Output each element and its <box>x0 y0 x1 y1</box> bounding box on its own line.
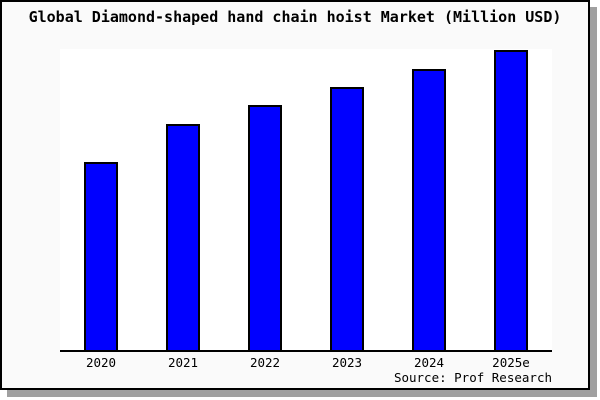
bar-2025e <box>494 50 528 350</box>
bar-2024 <box>412 68 446 350</box>
bar-slot <box>388 68 470 350</box>
chart-title: Global Diamond-shaped hand chain hoist M… <box>28 8 562 26</box>
bar-slot <box>470 50 552 350</box>
x-tick-label: 2020 <box>85 355 117 370</box>
bar-slot <box>224 104 306 350</box>
bar-slot <box>142 124 224 350</box>
x-axis-labels: 2020 2021 2022 2023 2024 2025e <box>60 355 552 370</box>
chart-frame: Global Diamond-shaped hand chain hoist M… <box>0 0 590 390</box>
x-tick-label: 2024 <box>413 355 445 370</box>
x-tick-label: 2022 <box>249 355 281 370</box>
bar-2023 <box>330 86 364 350</box>
source-credit: Source: Prof Research <box>393 370 552 385</box>
x-tick-label: 2023 <box>331 355 363 370</box>
bar-slot <box>306 86 388 350</box>
bar-slot <box>60 161 142 350</box>
bar-2022 <box>248 104 282 350</box>
bars-row <box>60 49 552 350</box>
x-tick-label: 2025e <box>492 355 530 370</box>
bar-2021 <box>166 124 200 350</box>
plot-area <box>60 49 552 352</box>
bar-2020 <box>84 161 118 350</box>
x-tick-label: 2021 <box>167 355 199 370</box>
